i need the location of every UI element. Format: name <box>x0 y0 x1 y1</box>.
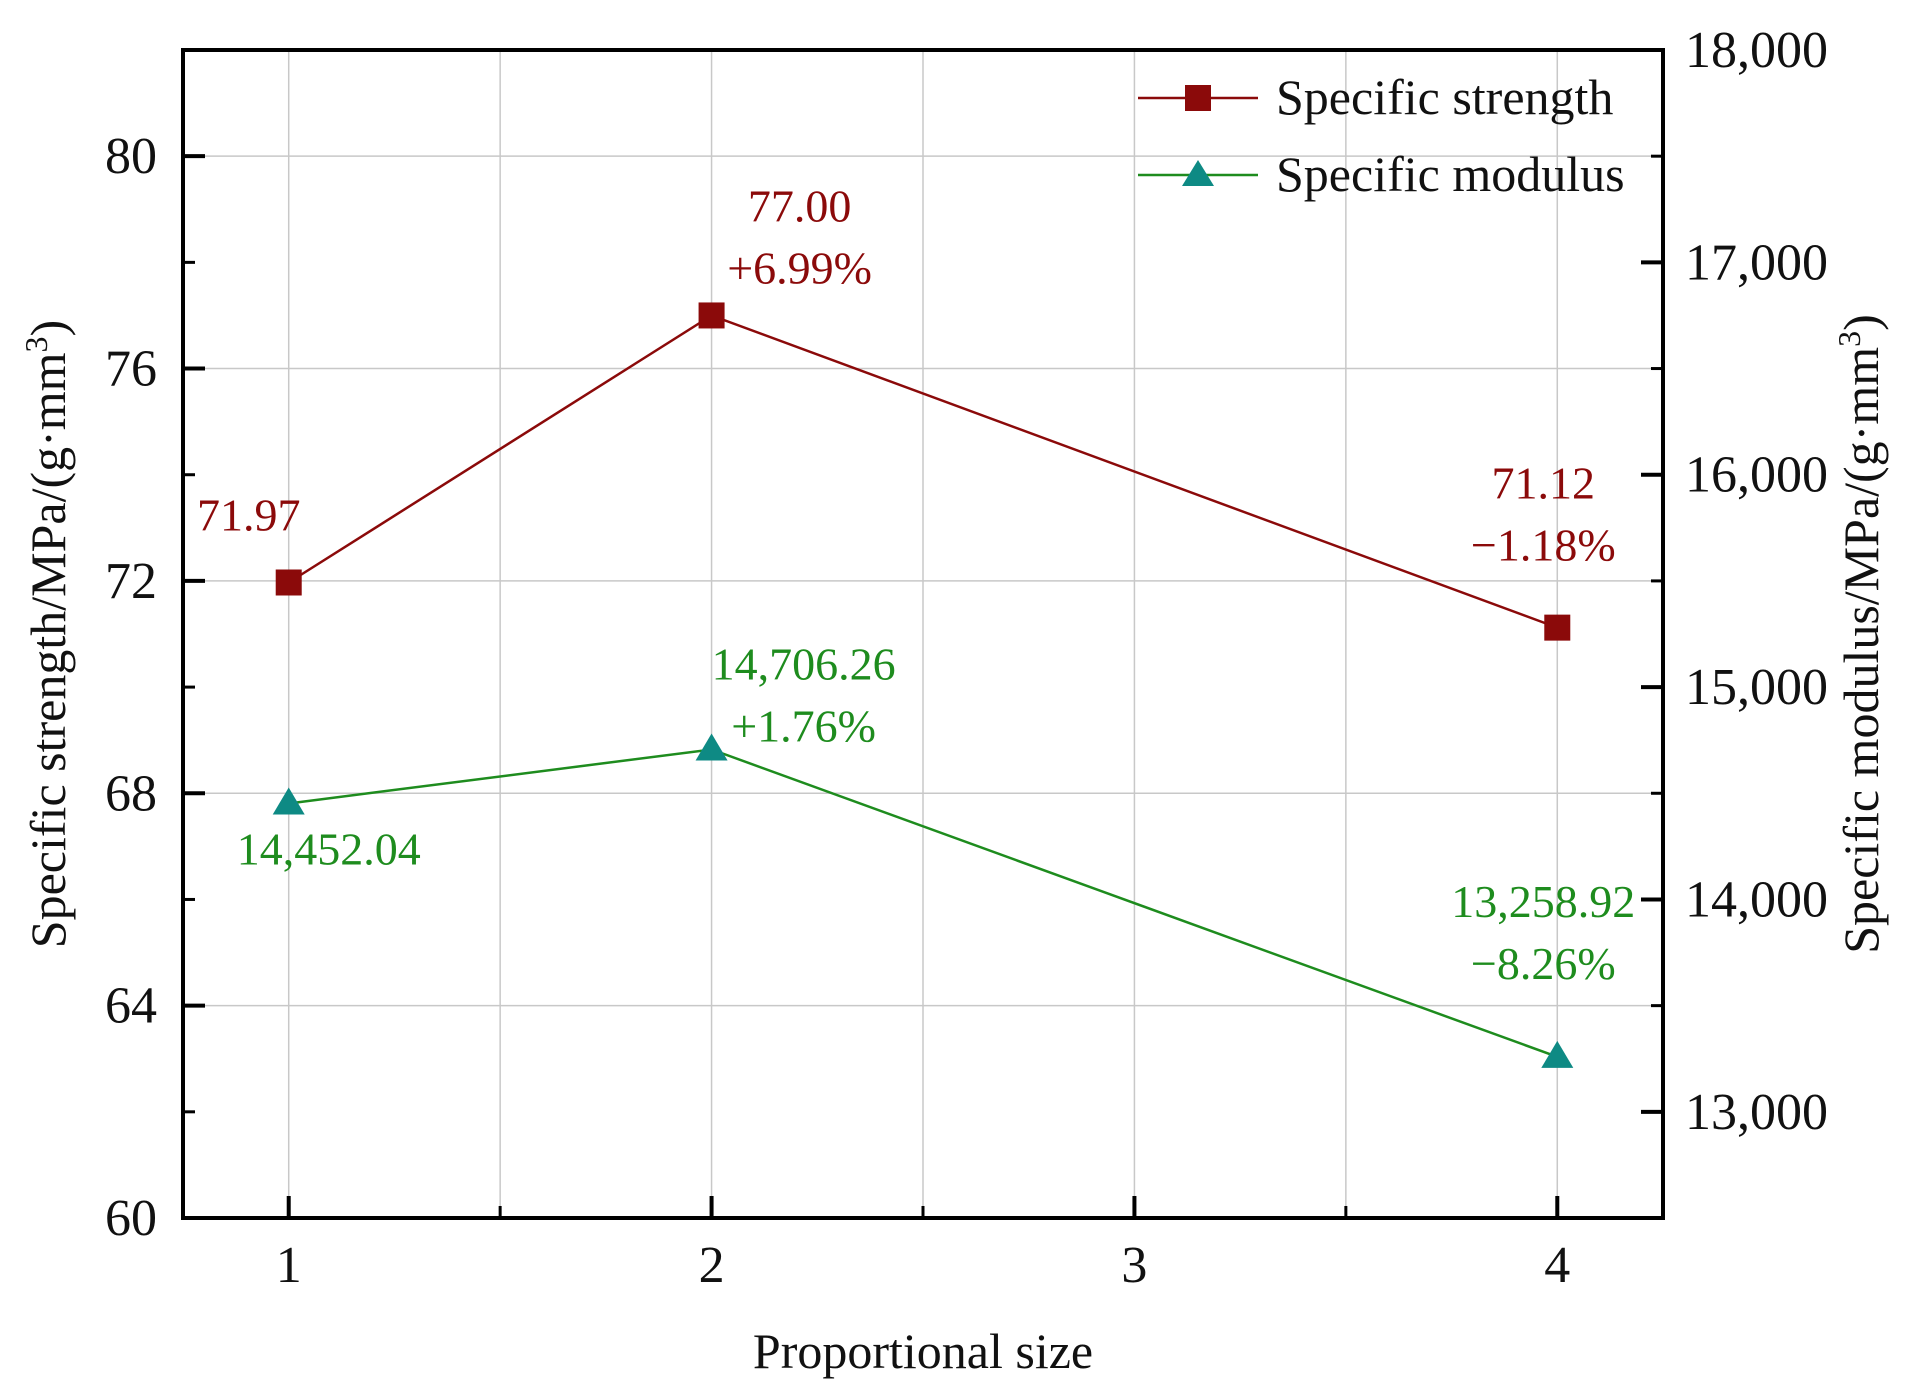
data-label-strength: 71.12 <box>1492 458 1596 509</box>
point-strength <box>1544 614 1571 641</box>
x-tick-label: 1 <box>276 1237 302 1294</box>
y-right-tick-label: 18,000 <box>1685 22 1828 79</box>
legend-label-strength: Specific strength <box>1276 69 1613 125</box>
y-left-tick-label: 80 <box>105 128 157 185</box>
data-label-strength: +6.99% <box>727 242 872 293</box>
data-label-modulus: 13,258.92 <box>1451 876 1635 927</box>
grid <box>183 50 1663 1218</box>
y-right-tick-label: 14,000 <box>1685 871 1828 928</box>
y-left-tick-label: 76 <box>105 341 157 398</box>
point-modulus <box>1541 1040 1574 1068</box>
data-label-strength: −1.18% <box>1471 520 1616 571</box>
y-right-tick-label: 15,000 <box>1685 659 1828 716</box>
x-tick-label: 3 <box>1121 1237 1147 1294</box>
y-right-tick-label: 13,000 <box>1685 1084 1828 1141</box>
point-modulus <box>695 733 728 761</box>
ticks: 1 2 3 4 60 64 68 72 76 80 13,000 14,000 15,000 16,000… <box>105 22 1828 1294</box>
y-right-tick-label: 17,000 <box>1685 234 1828 291</box>
y-right-tick-label: 16,000 <box>1685 447 1828 504</box>
data-label-strength: 77.00 <box>748 180 852 231</box>
y-axis-title-left-sup: 3 <box>18 336 54 352</box>
point-modulus <box>272 787 305 815</box>
y-axis-title-left: Specific strength/MPa/(g·mm3) <box>18 320 76 948</box>
point-strength <box>275 569 302 596</box>
y-left-tick-label: 68 <box>105 765 157 822</box>
y-axis-title-right-close: ) <box>1833 314 1889 331</box>
series <box>272 302 1574 1068</box>
y-axis-title-right-main: Specific modulus/MPa/(g·mm <box>1833 347 1889 954</box>
y-left-tick-label: 60 <box>105 1190 157 1247</box>
data-label-modulus: +1.76% <box>731 700 876 751</box>
x-tick-label: 4 <box>1544 1237 1570 1294</box>
y-axis-title-left-close: ) <box>20 320 76 337</box>
y-axis-title-left-main: Specific strength/MPa/(g·mm <box>20 352 76 948</box>
legend-marker-strength <box>1185 85 1211 111</box>
data-label-modulus: −8.26% <box>1471 938 1616 989</box>
legend: Specific strength Specific modulus <box>1138 69 1625 202</box>
y-left-tick-label: 72 <box>105 553 157 610</box>
x-tick-label: 2 <box>699 1237 725 1294</box>
legend-marker-modulus <box>1182 160 1214 186</box>
y-axis-title-right: Specific modulus/MPa/(g·mm3) <box>1831 314 1889 954</box>
y-axis-title-right-sup: 3 <box>1831 331 1867 347</box>
data-labels: 71.97 77.00 +6.99% 71.12 −1.18% 14,452.04 14,7… <box>197 180 1635 988</box>
point-strength <box>698 302 725 329</box>
legend-label-modulus: Specific modulus <box>1276 146 1625 202</box>
data-label-modulus: 14,452.04 <box>237 823 421 874</box>
y-left-tick-label: 64 <box>105 978 157 1035</box>
data-label-strength: 71.97 <box>197 490 301 541</box>
data-label-modulus: 14,706.26 <box>712 638 896 689</box>
x-axis-title: Proportional size <box>753 1323 1093 1379</box>
